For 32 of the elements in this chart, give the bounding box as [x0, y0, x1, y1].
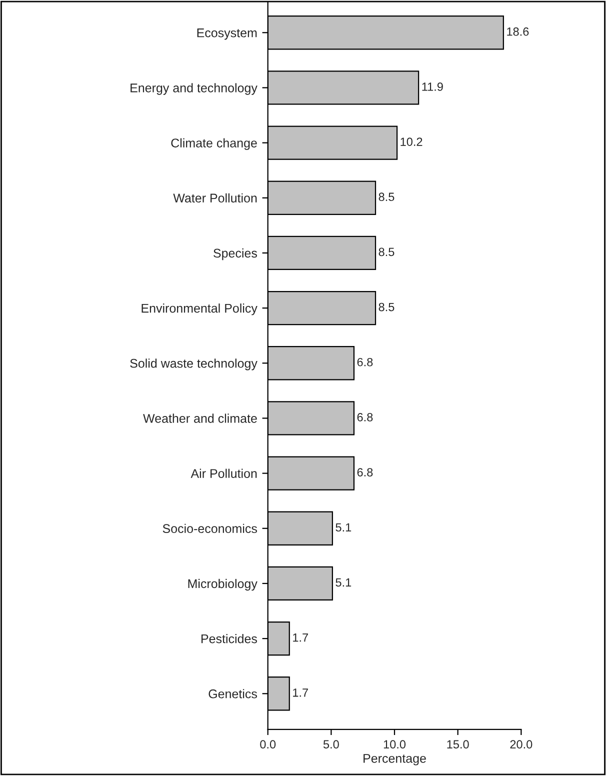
y-tick-label: Air Pollution — [190, 468, 257, 478]
data-label: 8.5 — [378, 302, 394, 312]
data-label: 6.8 — [357, 468, 373, 476]
data-label: 1.7 — [293, 688, 308, 697]
x-tick-label: 0.0 — [260, 740, 276, 749]
y-tick-label: Energy and technology — [130, 83, 258, 95]
data-label: 11.9 — [422, 82, 443, 91]
y-tick-label: Socio-economics — [162, 524, 257, 534]
y-tick-label: Water Pollution — [173, 193, 257, 203]
data-label: 8.5 — [378, 192, 394, 202]
x-tick-label: 10.0 — [384, 740, 406, 749]
data-label: 6.8 — [357, 413, 373, 422]
y-tick-label: Microbiology — [188, 578, 258, 591]
y-tick-label: Ecosystem — [197, 28, 257, 40]
y-tick-label: Solid waste technology — [130, 358, 258, 370]
data-label: 5.1 — [336, 578, 352, 587]
x-axis-title: Percentage — [364, 754, 426, 766]
x-tick-label: 20.0 — [510, 740, 532, 749]
data-label: 8.5 — [378, 248, 394, 256]
data-label: 10.2 — [400, 138, 422, 146]
y-tick-label: Environmental Policy — [142, 304, 258, 316]
y-tick-label: Pesticides — [201, 634, 257, 644]
data-label: 1.7 — [293, 633, 308, 642]
y-tick-label: Species — [214, 248, 257, 260]
y-tick-label: Climate change — [171, 138, 257, 150]
data-label: 5.1 — [336, 523, 352, 532]
y-tick-label: Genetics — [208, 689, 257, 698]
x-tick-label: 5.0 — [323, 740, 339, 749]
data-label: 6.8 — [357, 358, 373, 366]
y-tick-label: Weather and climate — [143, 414, 257, 423]
x-tick-label: 15.0 — [447, 740, 469, 749]
data-label: 18.6 — [507, 27, 529, 36]
